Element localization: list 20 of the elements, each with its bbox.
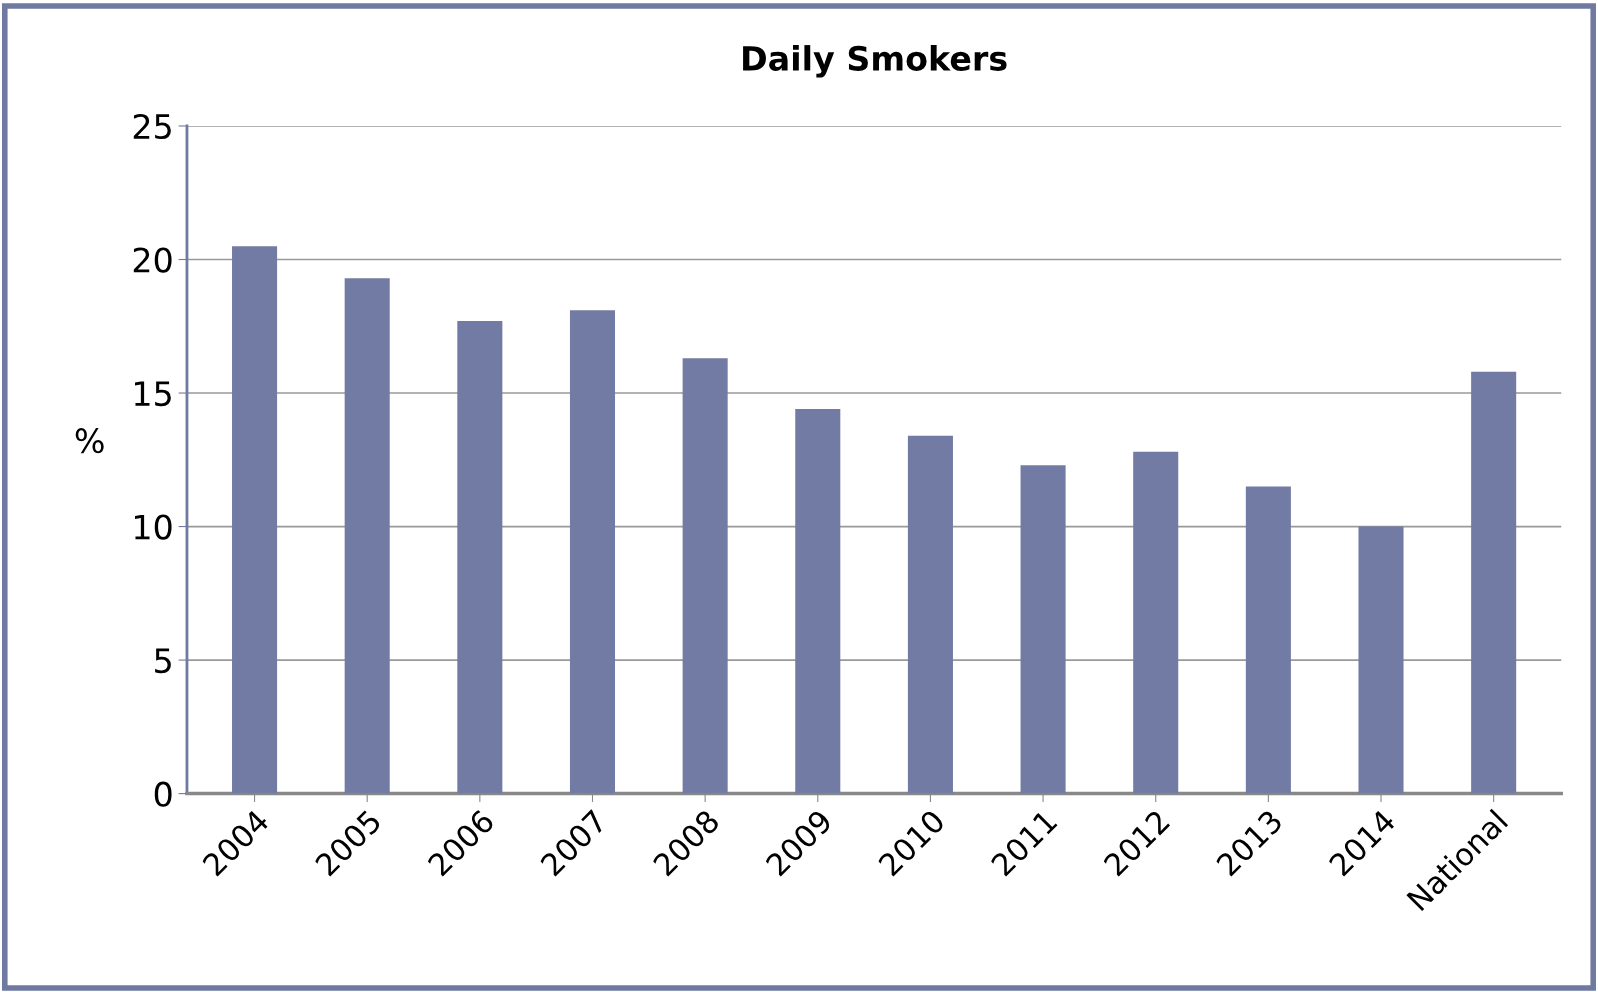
bar xyxy=(344,278,390,794)
y-tick-label: 5 xyxy=(155,648,171,674)
bar xyxy=(1245,486,1291,794)
bar xyxy=(1133,451,1179,794)
y-tick-label: 10 xyxy=(135,514,172,540)
y-tick-label: 15 xyxy=(135,381,171,407)
bar xyxy=(907,435,953,794)
y-tick-label: 20 xyxy=(133,247,172,273)
y-tick-label: 25 xyxy=(133,113,171,140)
y-axis-title: % xyxy=(75,428,104,454)
bar xyxy=(795,409,841,794)
bar xyxy=(457,320,503,794)
bar xyxy=(682,358,728,794)
bar xyxy=(1020,465,1066,794)
y-tick-label: 0 xyxy=(154,781,172,807)
chart-title: Daily Smokers xyxy=(743,45,1007,78)
bar xyxy=(1471,371,1517,794)
bar xyxy=(1358,526,1404,794)
bar xyxy=(569,310,616,794)
bar xyxy=(232,246,278,794)
